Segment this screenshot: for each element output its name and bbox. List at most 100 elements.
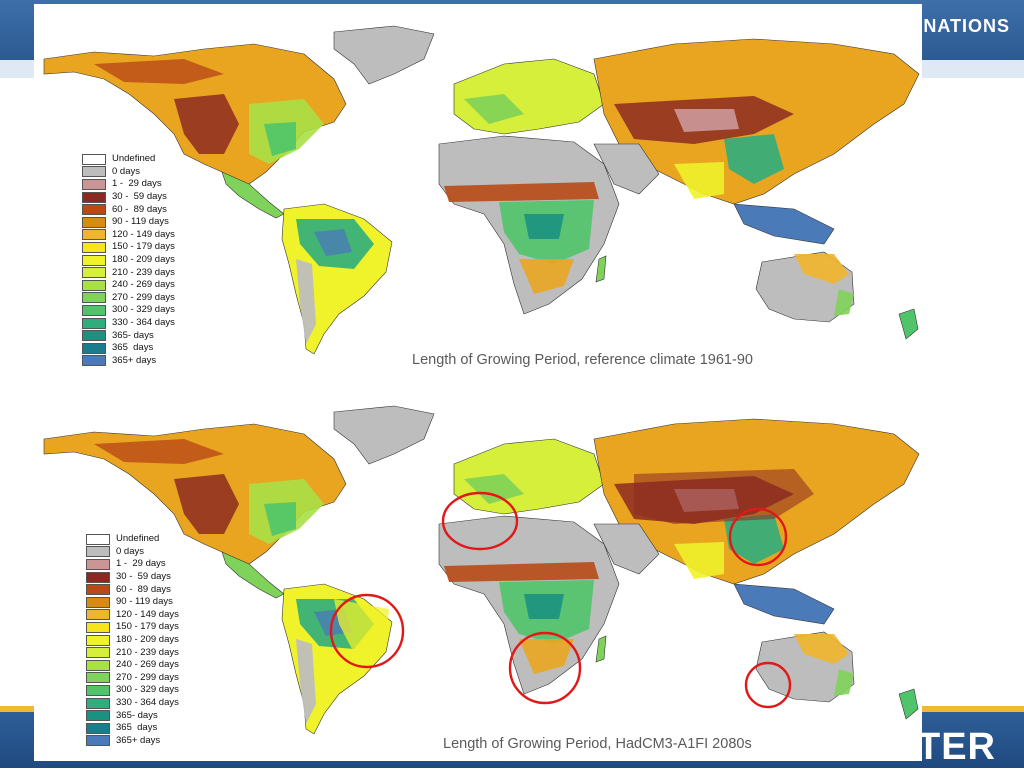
caption-reference: Length of Growing Period, reference clim… [412,352,753,368]
legend-swatch [82,292,106,304]
legend-swatch [82,342,106,354]
highlight-circles [329,491,792,709]
legend-entry: 60 - 89 days [86,583,226,596]
legend-future: Undefined 0 days 1 - 29 days 30 - 59 days 60… [86,533,226,747]
legend-entry: 210 - 239 days [82,266,222,279]
legend-swatch [86,684,110,696]
highlight-mediterranean [441,491,519,551]
legend-label: 0 days [112,165,140,177]
legend-swatch [82,178,106,190]
legend-label: 1 - 29 days [112,178,162,190]
highlight-eastern-china [728,507,788,567]
highlight-eastern-brazil [329,593,405,669]
legend-entry: Undefined [86,533,226,546]
legend-swatch [86,546,110,558]
legend-swatch [86,634,110,646]
legend-swatch [82,153,106,165]
legend-entry: 120 - 149 days [82,229,222,242]
legend-label: 150 - 179 days [116,621,179,633]
legend-swatch [86,647,110,659]
legend-swatch [86,621,110,633]
legend-swatch [86,558,110,570]
legend-swatch [82,279,106,291]
legend-entry: 150 - 179 days [86,621,226,634]
legend-entry: 300 - 329 days [86,684,226,697]
legend-entry: Undefined [82,153,222,166]
legend-swatch [86,609,110,621]
legend-label: 180 - 209 days [116,634,179,646]
legend-entry: 210 - 239 days [86,646,226,659]
legend-label: 90 - 119 days [112,216,169,228]
legend-swatch [82,204,106,216]
legend-swatch [82,241,106,253]
legend-label: 30 - 59 days [112,191,167,203]
legend-label: 330 - 364 days [116,697,179,709]
legend-swatch [82,229,106,241]
legend-entry: 365 days [86,722,226,735]
legend-entry: 90 - 119 days [86,596,226,609]
legend-entry: 150 - 179 days [82,241,222,254]
legend-swatch [86,710,110,722]
legend-label: 1 - 29 days [116,558,166,570]
legend-label: 0 days [116,545,144,557]
maps-panel: Undefined 0 days 1 - 29 days 30 - 59 days 60… [34,4,922,761]
legend-swatch [82,254,106,266]
legend-label: 300 - 329 days [112,304,175,316]
legend-entry: 180 - 209 days [86,634,226,647]
legend-label: 240 - 269 days [112,279,175,291]
legend-label: 365- days [116,709,158,721]
legend-entry: 240 - 269 days [82,279,222,292]
legend-label: 365+ days [116,734,161,746]
legend-label: 60 - 89 days [112,203,167,215]
legend-entry: 1 - 29 days [82,178,222,191]
legend-entry: 240 - 269 days [86,659,226,672]
legend-entry: 365- days [86,709,226,722]
legend-label: Undefined [116,533,160,545]
legend-label: 365- days [112,329,154,341]
legend-swatch [86,672,110,684]
legend-label: 330 - 364 days [112,317,175,329]
legend-swatch [86,722,110,734]
legend-entry: 365- days [82,329,222,342]
legend-entry: 365+ days [82,355,222,368]
legend-swatch [86,596,110,608]
highlight-southern-africa [508,631,582,705]
brand-top-text: D NATIONS [903,16,1010,36]
legend-entry: 300 - 329 days [82,304,222,317]
legend-entry: 365 days [82,342,222,355]
legend-entry: 30 - 59 days [86,571,226,584]
legend-label: 60 - 89 days [116,583,171,595]
legend-entry: 90 - 119 days [82,216,222,229]
legend-entry: 180 - 209 days [82,254,222,267]
legend-entry: 0 days [86,546,226,559]
legend-entry: 0 days [82,166,222,179]
legend-label: 270 - 299 days [112,291,175,303]
legend-label: Undefined [112,153,156,165]
legend-label: 180 - 209 days [112,254,175,266]
legend-reference: Undefined 0 days 1 - 29 days 30 - 59 days 60… [82,153,222,367]
legend-swatch [82,330,106,342]
legend-swatch [82,317,106,329]
legend-label: 150 - 179 days [112,241,175,253]
legend-swatch [82,191,106,203]
legend-swatch [82,355,106,367]
legend-entry: 60 - 89 days [82,203,222,216]
legend-label: 30 - 59 days [116,571,171,583]
legend-label: 300 - 329 days [116,684,179,696]
highlight-southwest-australia [744,661,792,709]
legend-swatch [86,697,110,709]
legend-swatch [86,735,110,747]
legend-swatch [86,571,110,583]
legend-entry: 270 - 299 days [86,672,226,685]
legend-label: 365 days [116,722,158,734]
legend-label: 120 - 149 days [116,608,179,620]
legend-swatch [82,304,106,316]
legend-swatch [86,533,110,545]
legend-label: 120 - 149 days [112,228,175,240]
maps-svg [43,25,920,735]
legend-swatch [86,584,110,596]
legend-entry: 120 - 149 days [86,609,226,622]
legend-label: 210 - 239 days [112,266,175,278]
legend-entry: 330 - 364 days [82,317,222,330]
legend-swatch [82,267,106,279]
